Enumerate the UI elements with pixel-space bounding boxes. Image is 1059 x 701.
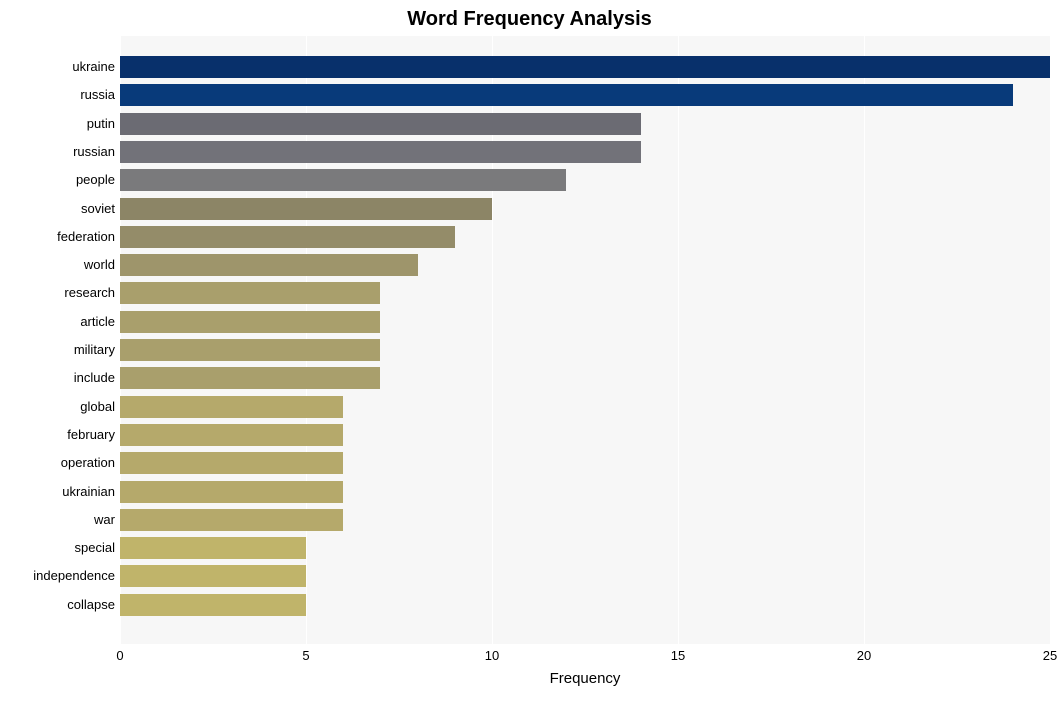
y-tick-label: ukraine: [0, 56, 115, 78]
y-tick-label: war: [0, 509, 115, 531]
bar: [120, 396, 343, 418]
y-tick-label: special: [0, 537, 115, 559]
x-tick-label: 20: [857, 648, 871, 663]
bar: [120, 452, 343, 474]
bar: [120, 424, 343, 446]
bar: [120, 537, 306, 559]
y-tick-label: russian: [0, 141, 115, 163]
y-tick-label: federation: [0, 226, 115, 248]
bar: [120, 169, 566, 191]
bar: [120, 254, 418, 276]
y-tick-label: world: [0, 254, 115, 276]
bar: [120, 367, 380, 389]
y-tick-label: include: [0, 367, 115, 389]
x-tick-label: 0: [116, 648, 123, 663]
x-axis-label: Frequency: [120, 670, 1050, 687]
bar: [120, 481, 343, 503]
bar: [120, 113, 641, 135]
y-tick-label: military: [0, 339, 115, 361]
y-tick-label: global: [0, 396, 115, 418]
y-tick-label: article: [0, 311, 115, 333]
x-tick-label: 15: [671, 648, 685, 663]
bar: [120, 509, 343, 531]
x-tick-label: 5: [302, 648, 309, 663]
bar: [120, 282, 380, 304]
bar: [120, 594, 306, 616]
x-tick-label: 25: [1043, 648, 1057, 663]
bar: [120, 226, 455, 248]
gridline: [1050, 36, 1051, 644]
bar: [120, 565, 306, 587]
y-tick-label: russia: [0, 84, 115, 106]
gridline: [678, 36, 679, 644]
y-tick-label: independence: [0, 565, 115, 587]
chart-container: Word Frequency Analysis Frequency 0 5 10 15…: [0, 0, 1059, 701]
gridline: [864, 36, 865, 644]
x-tick-label: 10: [485, 648, 499, 663]
bar: [120, 339, 380, 361]
y-tick-label: soviet: [0, 198, 115, 220]
bar: [120, 141, 641, 163]
y-tick-label: people: [0, 169, 115, 191]
plot-area: [120, 36, 1050, 644]
y-tick-label: collapse: [0, 594, 115, 616]
bar: [120, 84, 1013, 106]
bar: [120, 311, 380, 333]
bar: [120, 56, 1050, 78]
y-tick-label: february: [0, 424, 115, 446]
y-tick-label: research: [0, 282, 115, 304]
y-tick-label: ukrainian: [0, 481, 115, 503]
y-tick-label: operation: [0, 452, 115, 474]
bar: [120, 198, 492, 220]
chart-title: Word Frequency Analysis: [0, 8, 1059, 31]
y-tick-label: putin: [0, 113, 115, 135]
